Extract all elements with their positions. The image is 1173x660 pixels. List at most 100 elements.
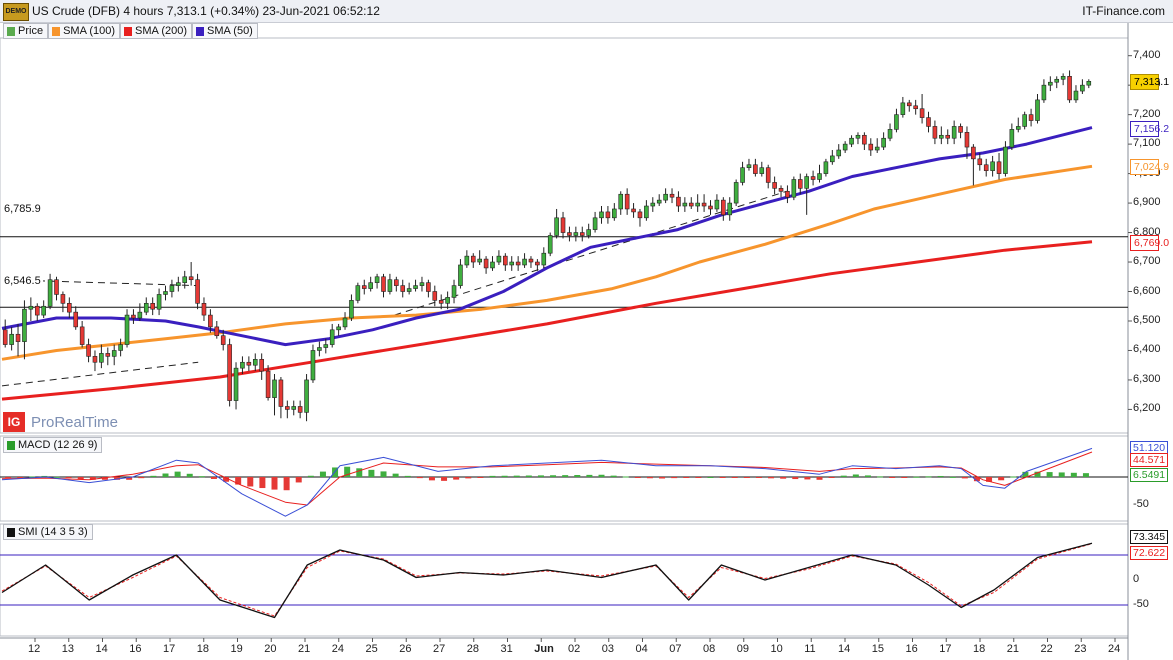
macd-histogram-bar — [743, 477, 750, 478]
candle-body — [1073, 90, 1079, 101]
macd-label[interactable]: MACD (12 26 9) — [3, 437, 103, 453]
candle-body — [772, 182, 777, 189]
macd-histogram-bar — [210, 477, 217, 479]
macd-histogram-bar — [707, 477, 714, 478]
x-tick-label: 04 — [635, 643, 648, 655]
candle-body — [945, 134, 951, 139]
x-tick-label: 12 — [28, 643, 41, 655]
macd-histogram-bar — [101, 477, 108, 480]
candle-body — [22, 308, 27, 342]
macd-histogram-bar — [877, 476, 884, 478]
candle-body — [291, 406, 297, 410]
candle-body — [791, 179, 797, 198]
legend-item-sma100[interactable]: SMA (100) — [48, 23, 121, 39]
candle-body — [240, 361, 245, 369]
macd-histogram-bar — [937, 475, 944, 477]
candle-body — [1009, 129, 1015, 148]
y-tick-label: 7,200 — [1133, 107, 1161, 120]
y-tick-label: 6,600 — [1133, 284, 1161, 297]
candle-body — [246, 361, 252, 366]
candle-body — [503, 255, 508, 266]
candle-body — [208, 314, 213, 328]
candle-body — [67, 302, 72, 313]
candle-body — [964, 132, 970, 148]
macd-histogram-bar — [186, 473, 193, 477]
legend-item-price[interactable]: Price — [3, 23, 49, 39]
macd-histogram-bar — [1034, 471, 1041, 477]
macd-value-tag: 6.5491 — [1130, 468, 1169, 482]
macd-histogram-bar — [1082, 473, 1089, 477]
legend-item-sma50[interactable]: SMA (50) — [192, 23, 258, 39]
macd-histogram-bar — [731, 477, 738, 478]
macd-histogram-bar — [755, 477, 762, 478]
candle-body — [156, 294, 162, 310]
macd-histogram-bar — [598, 474, 605, 477]
x-tick-label: 22 — [1040, 643, 1053, 655]
x-tick-label: 10 — [770, 643, 783, 655]
macd-histogram-bar — [489, 475, 496, 477]
candle-body — [842, 143, 848, 151]
candle-body — [881, 137, 886, 148]
macd-histogram-bar — [913, 476, 920, 478]
x-tick-label: 21 — [298, 643, 311, 655]
macd-histogram-bar — [550, 475, 557, 477]
macd-histogram-bar — [477, 477, 484, 478]
candle-body — [797, 179, 803, 189]
legend-item-sma200[interactable]: SMA (200) — [120, 23, 192, 39]
candle-body — [252, 359, 258, 366]
candle-body — [426, 282, 431, 292]
candle-body — [932, 126, 938, 139]
candle-body — [1015, 126, 1021, 130]
price-tag: 7,156.2 — [1130, 120, 1169, 137]
x-tick-label: 13 — [61, 643, 74, 655]
candle-body — [470, 255, 476, 263]
macd-histogram-bar — [562, 475, 569, 477]
macd-histogram-bar — [780, 477, 787, 479]
sma100-swatch-icon — [52, 26, 61, 36]
macd-histogram-bar — [901, 477, 908, 478]
macd-histogram-bar — [719, 477, 726, 478]
smi-label[interactable]: SMI (14 3 5 3) — [3, 524, 93, 540]
macd-histogram-bar — [283, 477, 290, 491]
macd-histogram-bar — [889, 477, 896, 478]
x-tick-label: 20 — [264, 643, 277, 655]
candle-body — [176, 282, 181, 286]
candle-body — [227, 344, 232, 401]
level-label-lower: 6,546.5 — [2, 275, 43, 287]
candle-body — [669, 193, 675, 198]
candle-body — [310, 350, 316, 381]
macd-histogram-bar — [768, 477, 775, 479]
candle-body — [323, 344, 329, 348]
candle-body — [586, 229, 591, 236]
macd-histogram-bar — [501, 475, 508, 477]
macd-histogram-bar — [307, 475, 314, 477]
candle-body — [708, 205, 713, 210]
x-tick-label: 08 — [703, 643, 716, 655]
macd-histogram-bar — [89, 477, 96, 480]
macd-histogram-bar — [453, 477, 460, 480]
brand-label[interactable]: IT-Finance.com — [1082, 4, 1165, 18]
y-tick-label: 6,800 — [1133, 225, 1161, 238]
sma50-line — [1, 126, 1093, 347]
header-bar: DEMO US Crude (DFB) 4 hours 7,313.1 (+0.… — [0, 0, 1173, 23]
candle-body — [624, 193, 630, 210]
candle-body — [823, 161, 829, 174]
candle-body — [1035, 99, 1040, 121]
candle-body — [509, 261, 515, 266]
candle-body — [971, 146, 976, 160]
macd-histogram-bar — [162, 473, 169, 477]
y-tick-label: 6,300 — [1133, 372, 1161, 385]
candle-body — [663, 193, 668, 201]
candle-body — [740, 167, 745, 183]
candle-body — [99, 353, 104, 363]
macd-histogram-bar — [659, 477, 666, 479]
x-tick-label: 18 — [973, 643, 986, 655]
candle-body — [605, 211, 611, 219]
macd-histogram-bar — [41, 475, 48, 477]
macd-histogram-bar — [852, 474, 859, 477]
macd-histogram-bar — [925, 476, 932, 478]
macd-histogram-bar — [973, 477, 980, 482]
candle-body — [233, 367, 239, 401]
candle-body — [547, 235, 553, 254]
macd-histogram-bar — [368, 469, 375, 477]
